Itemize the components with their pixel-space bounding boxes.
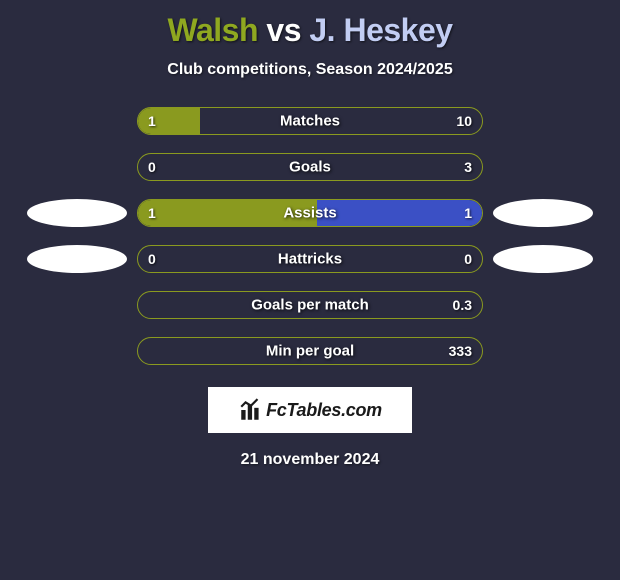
- page-title: Walsh vs J. Heskey: [167, 12, 452, 49]
- stat-label: Assists: [283, 205, 336, 222]
- stat-bar: 0 3 Goals: [137, 153, 483, 181]
- stat-value-left: 1: [148, 205, 156, 221]
- stat-bar: 0 0 Hattricks: [137, 245, 483, 273]
- player1-name: Walsh: [167, 12, 258, 48]
- stat-bar: 1 1 Assists: [137, 199, 483, 227]
- stat-fill-right: [317, 200, 482, 226]
- left-side-col: [17, 199, 137, 273]
- stat-label: Matches: [280, 113, 340, 130]
- stat-value-left: 0: [148, 251, 156, 267]
- snapshot-date: 21 november 2024: [241, 451, 380, 469]
- player2-name: J. Heskey: [309, 12, 452, 48]
- player2-badge-placeholder: [493, 245, 593, 273]
- provider-logo-text: FcTables.com: [266, 400, 382, 421]
- stat-bar: 1 10 Matches: [137, 107, 483, 135]
- stat-value-left: 0: [148, 159, 156, 175]
- comparison-row: 1 10 Matches 0 3 Goals 1 1 Assists 0 0 Hattricks 0.3…: [0, 107, 620, 365]
- chart-icon: [238, 397, 264, 423]
- provider-logo[interactable]: FcTables.com: [208, 387, 412, 433]
- subtitle: Club competitions, Season 2024/2025: [167, 61, 452, 79]
- stat-value-right: 0.3: [453, 297, 472, 313]
- stat-label: Min per goal: [266, 343, 354, 360]
- stat-value-right: 10: [456, 113, 472, 129]
- stat-label: Goals: [289, 159, 331, 176]
- player1-avatar-placeholder: [27, 199, 127, 227]
- stat-bar: 0.3 Goals per match: [137, 291, 483, 319]
- right-side-col: [483, 199, 603, 273]
- vs-label: vs: [266, 12, 301, 48]
- stat-value-right: 1: [464, 205, 472, 221]
- stat-label: Hattricks: [278, 251, 342, 268]
- stat-label: Goals per match: [251, 297, 369, 314]
- player1-badge-placeholder: [27, 245, 127, 273]
- stats-bars: 1 10 Matches 0 3 Goals 1 1 Assists 0 0 Hattricks 0.3…: [137, 107, 483, 365]
- stat-value-left: 1: [148, 113, 156, 129]
- stat-bar: 333 Min per goal: [137, 337, 483, 365]
- player2-avatar-placeholder: [493, 199, 593, 227]
- stat-value-right: 0: [464, 251, 472, 267]
- comparison-widget: Walsh vs J. Heskey Club competitions, Se…: [0, 0, 620, 469]
- stat-value-right: 3: [464, 159, 472, 175]
- stat-value-right: 333: [449, 343, 472, 359]
